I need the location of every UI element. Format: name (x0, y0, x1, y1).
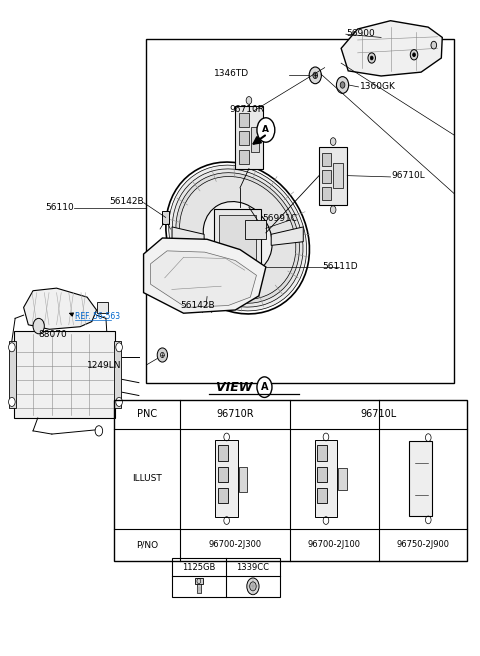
Bar (14, 331, 115, 418)
Text: ILLUST: ILLUST (132, 474, 162, 483)
Bar (235, 106, 263, 169)
Bar (239, 131, 249, 146)
Text: PNC: PNC (137, 409, 157, 419)
Circle shape (250, 582, 256, 591)
Text: 56900: 56900 (346, 29, 374, 38)
Circle shape (247, 578, 259, 595)
Polygon shape (151, 251, 256, 308)
Bar (216, 440, 238, 518)
Bar (9, 341, 16, 408)
Bar (315, 440, 337, 518)
Circle shape (116, 343, 122, 352)
Bar (114, 400, 467, 561)
Bar (409, 441, 432, 516)
Polygon shape (144, 238, 266, 313)
Circle shape (257, 118, 275, 142)
Circle shape (431, 41, 437, 49)
Text: VIEW: VIEW (216, 380, 256, 394)
Bar (96, 302, 108, 313)
Text: P/NO: P/NO (136, 540, 158, 549)
Bar (239, 467, 247, 491)
Text: A: A (261, 382, 268, 392)
Polygon shape (271, 227, 303, 245)
Bar (214, 209, 261, 267)
Circle shape (157, 348, 168, 362)
Text: A: A (263, 125, 269, 134)
Bar (195, 578, 203, 584)
Circle shape (33, 318, 44, 334)
Bar (197, 584, 201, 593)
Text: 1125GB: 1125GB (182, 563, 216, 571)
Circle shape (257, 377, 272, 398)
Bar (114, 341, 121, 408)
Bar (245, 220, 266, 239)
Circle shape (340, 82, 345, 88)
Circle shape (410, 50, 418, 60)
Text: 56991C: 56991C (262, 215, 297, 223)
Bar (146, 39, 454, 382)
Text: 56110: 56110 (45, 203, 73, 212)
Bar (317, 445, 327, 461)
Text: 96710R: 96710R (216, 409, 254, 419)
Bar (319, 147, 347, 205)
Text: 96710L: 96710L (392, 171, 425, 180)
Ellipse shape (172, 169, 303, 307)
Text: 56111D: 56111D (322, 262, 358, 272)
Circle shape (95, 426, 103, 436)
Circle shape (9, 398, 15, 407)
Circle shape (336, 77, 348, 93)
Bar (162, 211, 169, 224)
Bar (218, 445, 228, 461)
Circle shape (330, 138, 336, 146)
Polygon shape (24, 288, 96, 329)
Circle shape (413, 53, 416, 56)
Circle shape (370, 56, 373, 60)
Bar (239, 113, 249, 127)
Text: 1339CC: 1339CC (237, 563, 269, 571)
Circle shape (368, 53, 375, 63)
Circle shape (330, 206, 336, 214)
Bar (317, 488, 327, 503)
Bar (239, 150, 249, 164)
Text: 96700-2J100: 96700-2J100 (308, 540, 361, 549)
Text: 96710R: 96710R (229, 105, 264, 114)
Bar (322, 171, 331, 184)
Text: 96750-2J900: 96750-2J900 (396, 540, 449, 549)
Text: 1360GK: 1360GK (360, 82, 396, 91)
Bar (218, 466, 228, 482)
Bar (218, 488, 228, 503)
Bar (172, 558, 280, 597)
Circle shape (246, 96, 252, 104)
Polygon shape (341, 21, 442, 76)
Text: 56142B: 56142B (180, 301, 215, 310)
Ellipse shape (176, 173, 300, 303)
Text: 88070: 88070 (39, 330, 67, 339)
Text: 56142B: 56142B (109, 197, 144, 206)
Circle shape (309, 67, 322, 84)
Bar (317, 466, 327, 482)
Bar (338, 468, 347, 490)
Text: 1249LN: 1249LN (86, 361, 121, 370)
Bar (219, 216, 256, 260)
Polygon shape (172, 227, 204, 245)
Ellipse shape (168, 165, 307, 311)
Circle shape (313, 72, 318, 79)
Bar (204, 293, 211, 306)
Bar (333, 163, 344, 188)
Bar (322, 153, 331, 166)
Text: 1346TD: 1346TD (214, 69, 250, 78)
Bar (322, 187, 331, 200)
Bar (251, 127, 259, 152)
Text: 96710L: 96710L (360, 409, 396, 419)
Ellipse shape (180, 176, 296, 300)
Text: 96700-2J300: 96700-2J300 (208, 540, 262, 549)
Text: REF. 56-563: REF. 56-563 (75, 312, 120, 321)
Circle shape (116, 398, 122, 407)
Circle shape (9, 343, 15, 352)
Ellipse shape (203, 201, 272, 274)
